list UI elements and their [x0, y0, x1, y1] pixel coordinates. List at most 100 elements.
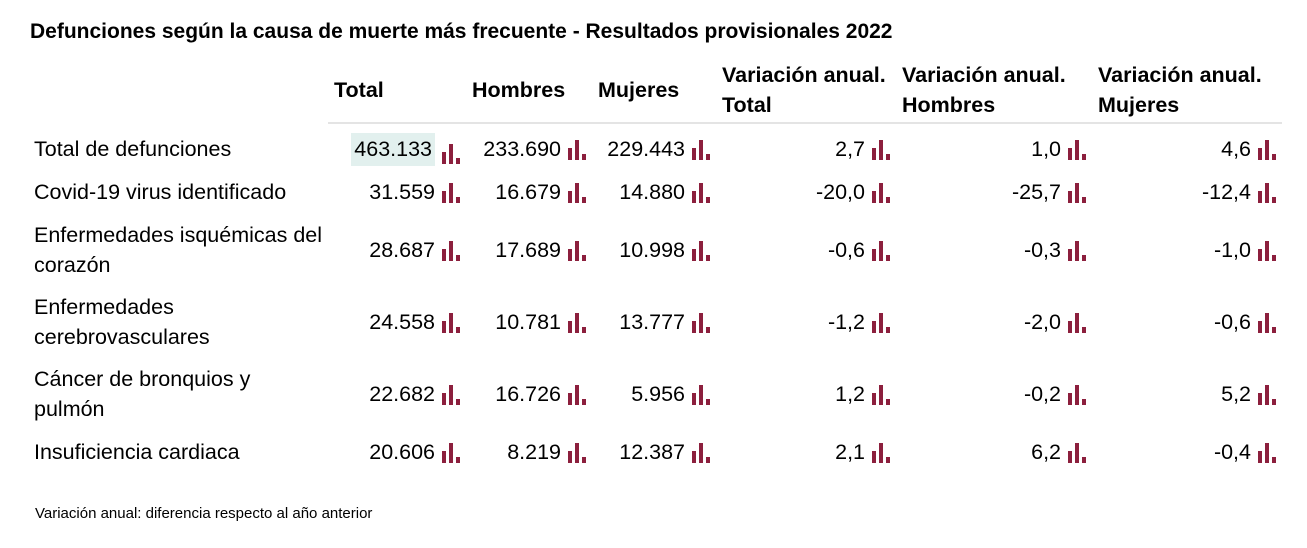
header-total[interactable]: Total [328, 58, 466, 124]
cell-value: -0,6 [1213, 309, 1251, 334]
table-row: Insuficiencia cardiaca 20.606 8.219 12.387 2… [28, 430, 1282, 474]
bar-chart-icon[interactable] [1258, 182, 1276, 203]
cell-hombres: 10.781 [466, 286, 592, 358]
bar-chart-icon[interactable] [1068, 139, 1086, 160]
cell-value: -0,4 [1213, 439, 1251, 464]
bar-chart-icon[interactable] [872, 182, 890, 203]
cell-total: 24.558 [328, 286, 466, 358]
bar-chart-icon[interactable] [568, 240, 586, 261]
bar-chart-icon[interactable] [1068, 442, 1086, 463]
bar-chart-icon[interactable] [568, 182, 586, 203]
bar-chart-icon[interactable] [1258, 312, 1276, 333]
bar-chart-icon[interactable] [692, 384, 710, 405]
data-table: Total Hombres Mujeres Variación anual. T… [28, 58, 1282, 474]
bar-chart-icon[interactable] [1068, 182, 1086, 203]
cell-value: 1,0 [1031, 136, 1061, 161]
bar-chart-icon[interactable] [442, 240, 460, 261]
bar-chart-icon[interactable] [872, 139, 890, 160]
header-variacion-hombres[interactable]: Variación anual. Hombres [896, 58, 1092, 124]
bar-chart-icon[interactable] [442, 182, 460, 203]
row-label: Enfermedades cerebrovasculares [34, 295, 210, 349]
header-empty [28, 58, 328, 124]
bar-chart-icon[interactable] [1258, 384, 1276, 405]
bar-chart-icon[interactable] [568, 384, 586, 405]
bar-chart-icon[interactable] [692, 182, 710, 203]
bar-chart-icon[interactable] [442, 312, 460, 333]
cell-value: 16.726 [495, 381, 561, 406]
cell-value: 2,1 [835, 439, 865, 464]
bar-chart-icon[interactable] [692, 240, 710, 261]
bar-chart-icon[interactable] [1068, 240, 1086, 261]
bar-chart-icon[interactable] [692, 442, 710, 463]
bar-chart-icon[interactable] [1258, 139, 1276, 160]
cell-variacion-mujeres: -1,0 [1092, 214, 1282, 286]
table-row: Total de defunciones 463.133 233.690 229.44… [28, 124, 1282, 170]
cell-value: -1,2 [827, 309, 865, 334]
bar-chart-icon[interactable] [568, 139, 586, 160]
bar-chart-icon[interactable] [442, 442, 460, 463]
cell-value: -0,6 [827, 237, 865, 262]
cell-mujeres: 10.998 [592, 214, 716, 286]
bar-chart-icon[interactable] [1258, 442, 1276, 463]
cell-total: 20.606 [328, 430, 466, 474]
cell-total: 22.682 [328, 358, 466, 430]
bar-chart-icon[interactable] [872, 240, 890, 261]
bar-chart-icon[interactable] [872, 384, 890, 405]
header-hombres[interactable]: Hombres [466, 58, 592, 124]
cell-value: 14.880 [619, 179, 685, 204]
cell-mujeres: 14.880 [592, 170, 716, 214]
header-mujeres[interactable]: Mujeres [592, 58, 716, 124]
cell-value: 229.443 [607, 136, 685, 161]
cell-variacion-mujeres: 4,6 [1092, 124, 1282, 170]
cell-value: 28.687 [369, 237, 435, 262]
cell-value: -2,0 [1023, 309, 1061, 334]
cell-value: -25,7 [1011, 179, 1061, 204]
bar-chart-icon[interactable] [568, 442, 586, 463]
cell-variacion-total: -0,6 [716, 214, 896, 286]
cell-value: 8.219 [507, 439, 561, 464]
cell-total: 31.559 [328, 170, 466, 214]
cell-value: 4,6 [1221, 136, 1251, 161]
cell-variacion-hombres: -2,0 [896, 286, 1092, 358]
cell-value: 2,7 [835, 136, 865, 161]
table-row: Enfermedades isquémicas del corazón 28.68… [28, 214, 1282, 286]
bar-chart-icon[interactable] [568, 312, 586, 333]
bar-chart-icon[interactable] [1068, 384, 1086, 405]
bar-chart-icon[interactable] [442, 143, 460, 164]
cell-mujeres: 229.443 [592, 124, 716, 170]
row-label: Total de defunciones [34, 137, 232, 161]
cell-value: -0,2 [1023, 381, 1061, 406]
cell-variacion-total: 1,2 [716, 358, 896, 430]
row-label: Enfermedades isquémicas del corazón [34, 223, 323, 277]
bar-chart-icon[interactable] [872, 442, 890, 463]
header-variacion-mujeres[interactable]: Variación anual. Mujeres [1092, 58, 1282, 124]
cell-value: 1,2 [835, 381, 865, 406]
cell-variacion-mujeres: 5,2 [1092, 358, 1282, 430]
cell-value: -0,3 [1023, 237, 1061, 262]
cell-hombres: 16.726 [466, 358, 592, 430]
cell-value: 10.998 [619, 237, 685, 262]
table-row: Covid-19 virus identificado 31.559 16.679 1… [28, 170, 1282, 214]
cell-value: -1,0 [1213, 237, 1251, 262]
cell-value: -12,4 [1201, 179, 1251, 204]
cell-hombres: 17.689 [466, 214, 592, 286]
table-row: Enfermedades cerebrovasculares 24.558 10.7… [28, 286, 1282, 358]
header-variacion-total[interactable]: Variación anual. Total [716, 58, 896, 124]
bar-chart-icon[interactable] [442, 384, 460, 405]
bar-chart-icon[interactable] [692, 312, 710, 333]
bar-chart-icon[interactable] [1068, 312, 1086, 333]
cell-variacion-hombres: 1,0 [896, 124, 1092, 170]
cell-variacion-hombres: -25,7 [896, 170, 1092, 214]
bar-chart-icon[interactable] [872, 312, 890, 333]
cell-mujeres: 5.956 [592, 358, 716, 430]
cell-value: 5,2 [1221, 381, 1251, 406]
cell-variacion-mujeres: -0,6 [1092, 286, 1282, 358]
cell-hombres: 8.219 [466, 430, 592, 474]
cell-variacion-mujeres: -12,4 [1092, 170, 1282, 214]
cell-value: 24.558 [369, 309, 435, 334]
cell-total: 463.133 [328, 124, 466, 170]
bar-chart-icon[interactable] [692, 139, 710, 160]
bar-chart-icon[interactable] [1258, 240, 1276, 261]
cell-value: 5.956 [631, 381, 685, 406]
cell-value: 22.682 [369, 381, 435, 406]
